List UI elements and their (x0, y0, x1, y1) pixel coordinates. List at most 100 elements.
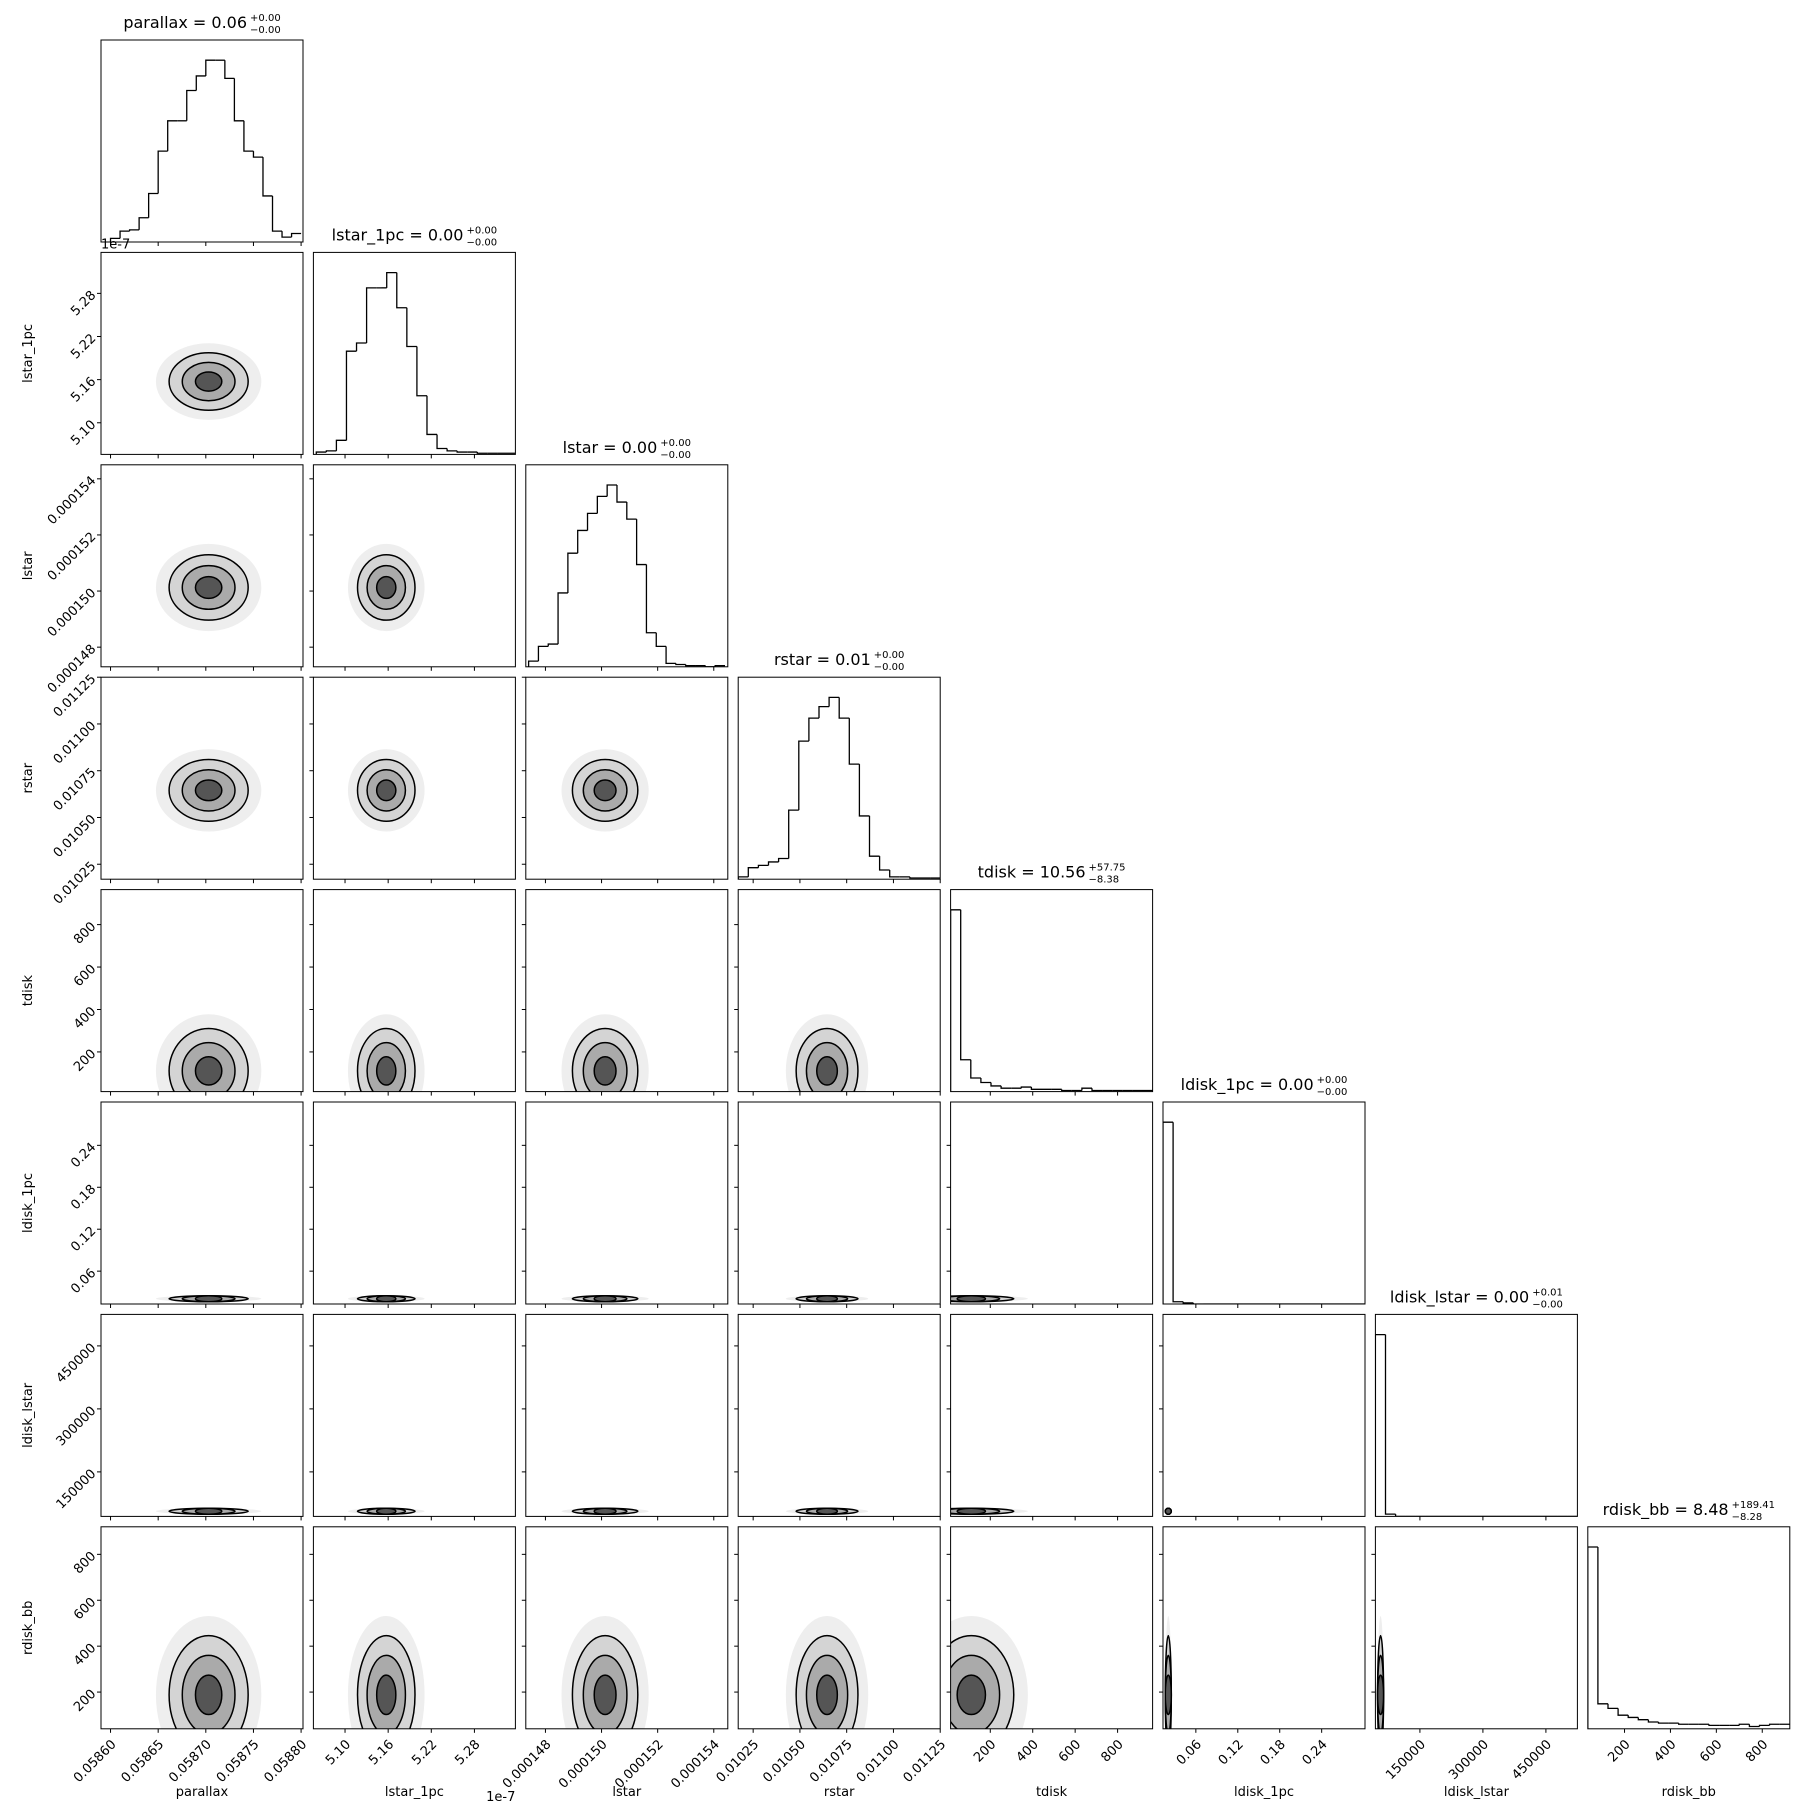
histogram-bin (1163, 1121, 1174, 1304)
histogram-bin (281, 231, 292, 238)
density-contour (194, 1294, 223, 1303)
density-contour (815, 1055, 839, 1086)
panel: 5.10 5.16 5.22 5.28 lstar_1pc 1e-7 (21, 237, 304, 459)
histogram-bin (345, 350, 357, 441)
density-contour (375, 1294, 397, 1303)
y-tick-label: 800 (71, 1549, 99, 1577)
histogram-bin (747, 867, 759, 877)
y-tick-label: 400 (71, 1004, 99, 1032)
histogram-bin (788, 809, 799, 859)
x-tick-label: 0.05880 (262, 1737, 311, 1786)
x-axis-label: ldisk_lstar (1444, 1785, 1510, 1800)
histogram-bin (675, 663, 686, 666)
histogram-bin (138, 217, 149, 230)
histogram-bin (365, 287, 377, 343)
density-contour (1164, 1507, 1173, 1515)
histogram-bin (828, 696, 840, 707)
x-tick-label: 5.28 (452, 1737, 483, 1768)
histogram-bin (1030, 1087, 1042, 1090)
x-tick-label: 150000 (1383, 1737, 1429, 1783)
panel-frame (737, 889, 941, 1093)
density-contour (194, 371, 223, 392)
histogram-bin (1020, 1086, 1032, 1089)
y-tick-label: 450000 (54, 1341, 100, 1387)
panel-frame (1162, 1313, 1366, 1517)
panel (521, 676, 729, 884)
panel (734, 1313, 941, 1521)
panel: 150000 300000 450000 ldisk_lstar (21, 1313, 304, 1521)
x-tick-label: 5.10 (323, 1737, 354, 1768)
histogram-bin (616, 485, 627, 503)
y-tick-label: 0.24 (68, 1140, 99, 1171)
panel-frame (950, 889, 1154, 1093)
y-tick-label: 150000 (54, 1467, 100, 1513)
panel (309, 464, 516, 671)
y-axis-label: ldisk_1pc (21, 1173, 36, 1233)
title-lower: −0.00 (874, 662, 905, 673)
x-tick-label: 0.01025 (714, 1737, 763, 1786)
y-axis-label: ldisk_lstar (21, 1382, 36, 1448)
title-upper: +0.00 (660, 438, 691, 449)
panel-content (1376, 1615, 1385, 1729)
y-tick-label: 5.10 (68, 417, 99, 448)
panel: ldisk_1pc = 0.00 +0.00−0.00 (1162, 1075, 1366, 1308)
x-tick-label: 400 (1651, 1737, 1679, 1765)
panel-title: ldisk_lstar = 0.00 (1390, 1287, 1529, 1307)
histogram-bin (157, 150, 168, 194)
histogram-bin (635, 519, 647, 566)
y-tick-label: 0.18 (68, 1182, 99, 1213)
panel-content (155, 749, 262, 832)
histogram-bin (1738, 1723, 1750, 1726)
panel-content (950, 1615, 1028, 1729)
y-tick-label: 0.06 (68, 1266, 99, 1297)
x-axis-label: lstar_1pc (385, 1785, 444, 1800)
x-tick-label: 0.05870 (166, 1737, 215, 1786)
density-contour (375, 1055, 397, 1086)
panel-frame (100, 1526, 304, 1730)
histogram-bin (1091, 1088, 1103, 1092)
panel-content (109, 59, 302, 242)
histogram-bin (224, 60, 235, 80)
density-contour (194, 1507, 223, 1515)
panel-content (315, 271, 516, 455)
title-lower: −0.00 (660, 450, 691, 461)
histogram-bin (119, 230, 130, 239)
density-contour (593, 1674, 617, 1716)
panel-content (347, 1014, 425, 1092)
x-axis-label: rstar (824, 1785, 855, 1800)
panel-frame (312, 464, 516, 668)
panel-frame (312, 676, 516, 880)
density-contour (956, 1294, 987, 1303)
y-tick-label: 0.000154 (45, 474, 99, 528)
panel (521, 889, 729, 1096)
panel (309, 1313, 516, 1521)
y-tick-label: 300000 (54, 1404, 100, 1450)
panel: 0.06 0.12 0.18 0.24 ldisk_1pc (1159, 1526, 1366, 1800)
histogram-bin (777, 857, 789, 862)
histogram-bin (233, 78, 244, 122)
panel-content (785, 1294, 869, 1303)
panel-frame (525, 1526, 729, 1730)
histogram-bin (960, 909, 971, 1061)
panel (521, 1313, 729, 1521)
x-tick-label: 600 (1697, 1737, 1725, 1765)
panel-content (155, 1507, 262, 1515)
panel: 200 400 600 800 0.05860 0.05865 0.05870 0.05875… (21, 1526, 311, 1800)
panel (309, 889, 516, 1096)
density-contour (375, 779, 397, 802)
histogram-bin (606, 484, 617, 497)
histogram-bin (858, 764, 870, 817)
panel-content (561, 749, 649, 832)
histogram-bin (808, 717, 819, 742)
panel (1159, 1313, 1366, 1521)
histogram-bin (128, 229, 140, 232)
panel: 5.10 5.16 5.22 5.28 lstar_1pc 1e-7 (309, 1526, 516, 1805)
histogram-bin (406, 307, 417, 348)
panel-title: tdisk = 10.56 (978, 863, 1086, 882)
histogram-bin (1647, 1719, 1659, 1723)
density-contour (815, 1294, 839, 1303)
histogram-bin (325, 450, 337, 453)
title-lower: −0.00 (1317, 1087, 1348, 1098)
histogram-bin (645, 564, 657, 634)
